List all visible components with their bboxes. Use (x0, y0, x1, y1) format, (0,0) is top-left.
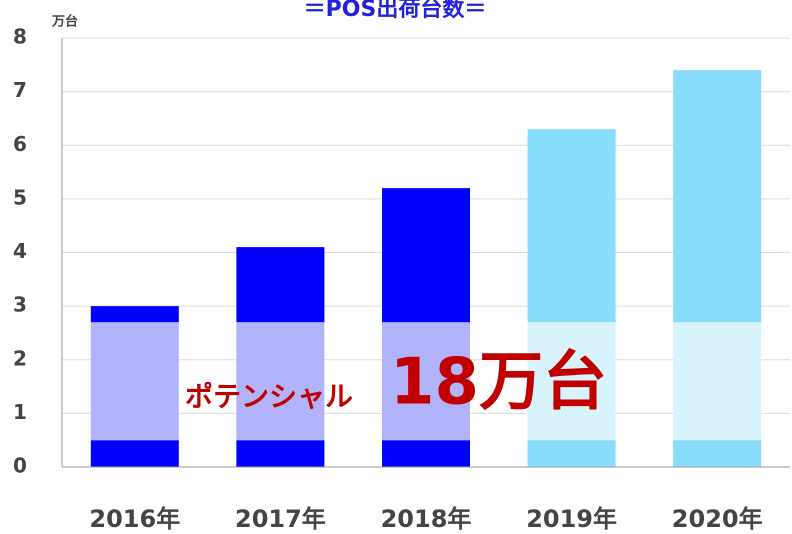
annotation-small: ポテンシャル (185, 380, 353, 413)
bar-segment (90, 306, 179, 323)
bar-segment (673, 440, 762, 467)
bar-segment (527, 322, 616, 441)
y-tick-label: 3 (13, 293, 27, 317)
x-tick-label: 2017年 (235, 505, 326, 533)
y-tick-label: 5 (13, 185, 27, 209)
y-tick-label: 6 (13, 132, 27, 156)
y-tick-label: 2 (13, 346, 27, 370)
bar-segment (90, 322, 179, 441)
bar-segment (236, 322, 325, 441)
x-tick-label: 2016年 (89, 505, 180, 533)
y-unit: 万台 (51, 14, 78, 30)
x-tick-label: 2018年 (381, 505, 472, 533)
chart-title: ＝POS出荷台数＝ (304, 0, 487, 22)
bar-segment (382, 322, 470, 441)
bar-segment (527, 129, 616, 323)
x-tick-label: 2019年 (526, 505, 617, 533)
y-tick-label: 8 (13, 25, 27, 49)
annotation-large: 18万台 (390, 346, 607, 420)
bar-segment (236, 247, 325, 323)
bar-segment (382, 188, 470, 323)
bar-segment (236, 440, 325, 467)
bar-segment (673, 70, 762, 323)
y-tick-label: 4 (13, 239, 27, 263)
bar-segment (673, 322, 762, 441)
plot: 0 1 2 3 4 5 6 7 8 2016年 2017年 2018年 2019年 2020年 (13, 25, 790, 533)
y-tick-label: 1 (13, 400, 27, 424)
bar-segment (90, 440, 179, 467)
bar-segment (382, 440, 470, 467)
y-tick-label: 7 (13, 78, 27, 102)
bar-segment (527, 440, 616, 467)
x-tick-label: 2020年 (672, 505, 763, 533)
y-tick-label: 0 (13, 454, 27, 478)
